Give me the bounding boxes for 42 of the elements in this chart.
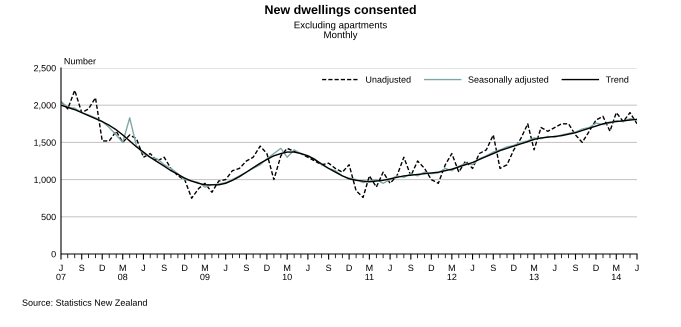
x-tick-label: J (388, 264, 392, 272)
x-tick-label: J (141, 264, 146, 272)
legend-label: Trend (606, 76, 628, 83)
source-note: Source: Statistics New Zealand (22, 299, 147, 306)
x-tick-label: M 10 (282, 264, 292, 280)
y-tick-label: 2,000 (34, 102, 56, 110)
x-tick-label: J (306, 264, 310, 272)
x-tick-label: M 14 (612, 264, 622, 280)
x-tick-label: S (408, 264, 414, 272)
x-tick-label: D (100, 264, 106, 271)
chart-title: New dwellings consented (265, 4, 416, 17)
x-tick-label: J (634, 264, 639, 272)
x-tick-label: D (428, 264, 434, 271)
x-tick-label: M 12 (448, 264, 456, 280)
y-axis-title: Number (64, 58, 96, 64)
x-tick-label: S (326, 264, 332, 272)
x-tick-label: D (511, 264, 517, 271)
x-tick-label: M 08 (118, 264, 128, 280)
x-tick-label: J (224, 264, 228, 272)
x-tick-label: S (490, 264, 496, 272)
legend-label: Unadjusted (366, 76, 411, 85)
y-tick-label: 1,000 (34, 176, 56, 184)
x-tick-label: M 11 (365, 264, 374, 280)
x-tick-label: D (264, 264, 270, 271)
x-tick-label: J (470, 264, 474, 272)
y-tick-label: 0 (51, 250, 56, 258)
x-tick-label: S (244, 264, 249, 272)
x-tick-label: S (572, 264, 578, 272)
y-tick-label: 500 (41, 214, 56, 220)
x-tick-label: M 09 (200, 264, 210, 280)
x-tick-label: S (162, 264, 167, 272)
x-tick-label: J 07 (56, 264, 66, 280)
x-tick-label: M 13 (530, 264, 539, 280)
x-tick-label: D (593, 264, 599, 271)
y-tick-label: 2,500 (34, 64, 56, 72)
x-tick-label: J (552, 264, 556, 272)
x-tick-label: D (346, 264, 352, 271)
legend-label: Seasonally adjusted (468, 76, 548, 85)
chart-subtitle: Excluding apartments Monthly (294, 21, 387, 40)
y-tick-label: 1,500 (34, 139, 56, 147)
x-tick-label: S (79, 264, 84, 272)
x-tick-label: D (182, 264, 188, 271)
